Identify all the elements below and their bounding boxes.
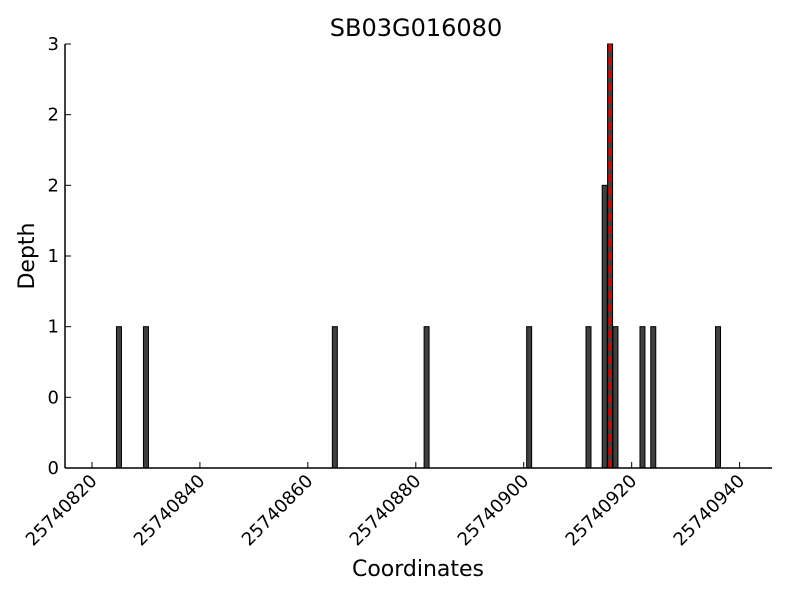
y-tick-label: 1 (48, 246, 59, 267)
chart-title: SB03G016080 (330, 14, 502, 42)
x-tick-label: 25740920 (562, 471, 642, 551)
x-tick-label: 25740840 (130, 471, 210, 551)
x-tick-label: 25740880 (346, 471, 426, 551)
depth-bar (585, 326, 592, 469)
depth-bar (715, 326, 722, 469)
x-tick-label: 25740900 (454, 471, 534, 551)
depth-bar (526, 326, 533, 469)
y-tick-label: 0 (48, 458, 59, 479)
x-tick-label: 25740860 (238, 471, 318, 551)
y-tick-label: 3 (48, 34, 59, 55)
depth-bar (650, 326, 657, 469)
y-axis-label: Depth (15, 222, 40, 289)
depth-bar (601, 184, 608, 469)
x-tick-label: 25740940 (670, 471, 750, 551)
depth-bar (331, 326, 338, 469)
y-tick-label: 1 (48, 317, 59, 338)
x-tick-label: 25740820 (22, 471, 102, 551)
y-tick-label: 2 (48, 175, 59, 196)
depth-bar (423, 326, 430, 469)
depth-bar (639, 326, 646, 469)
depth-bar (612, 326, 619, 469)
y-tick-label: 0 (48, 387, 59, 408)
depth-bar (115, 326, 122, 469)
x-axis-label: Coordinates (352, 557, 484, 582)
depth-bar (142, 326, 149, 469)
y-tick-label: 2 (48, 105, 59, 126)
